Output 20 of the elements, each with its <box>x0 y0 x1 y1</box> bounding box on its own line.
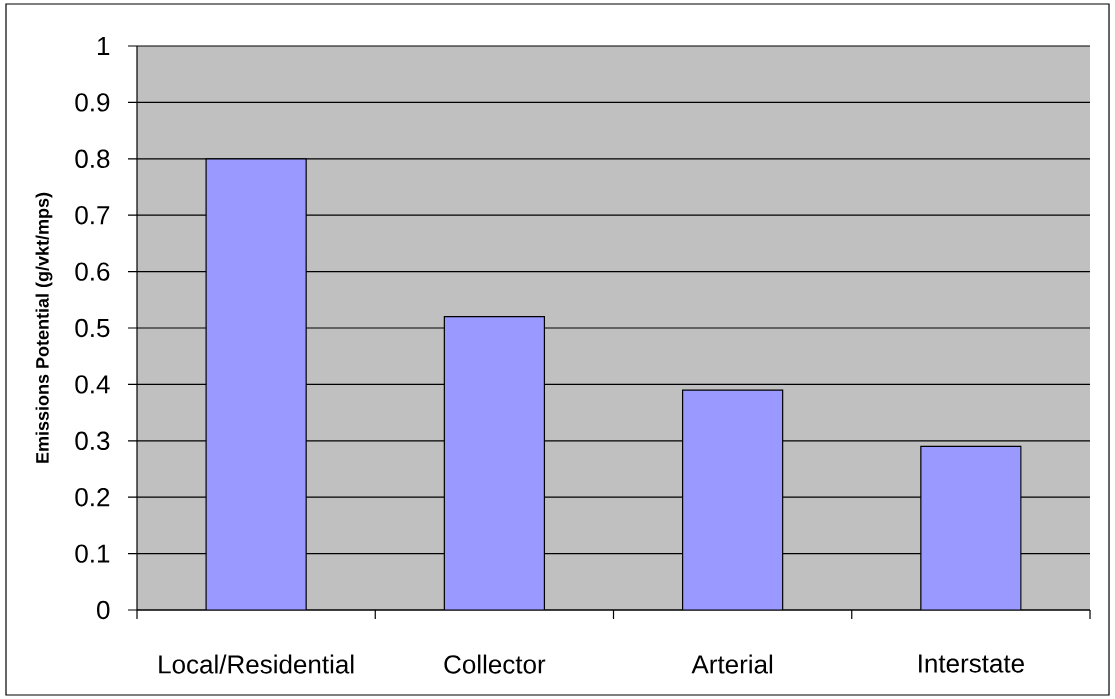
y-tick-label: 0 <box>97 600 110 620</box>
bar <box>205 158 307 610</box>
y-tick-label: 0.3 <box>75 431 110 450</box>
y-tick-label: 0.6 <box>75 262 110 281</box>
x-tick-label: Local/Residential <box>159 654 354 674</box>
y-axis-title: Emissions Potential (g/vkt/mps) <box>35 192 53 463</box>
x-tick-label: Collector <box>444 654 546 674</box>
y-tick-label: 0.7 <box>75 205 110 225</box>
y-tick-label: 1 <box>97 37 110 55</box>
y-tick-label: 0.1 <box>75 544 110 563</box>
y-tick-label: 0.9 <box>75 93 110 112</box>
bar <box>682 389 784 610</box>
bar <box>443 316 546 610</box>
x-tick-label: Interstate <box>919 654 1024 673</box>
y-tick-label: 0.5 <box>75 318 110 338</box>
y-tick-label: 0.4 <box>75 375 110 394</box>
y-tick-label: 0.2 <box>75 487 110 507</box>
y-tick-label: 0.8 <box>75 149 110 168</box>
bar <box>920 445 1022 610</box>
x-tick-label: Arterial <box>691 654 773 674</box>
